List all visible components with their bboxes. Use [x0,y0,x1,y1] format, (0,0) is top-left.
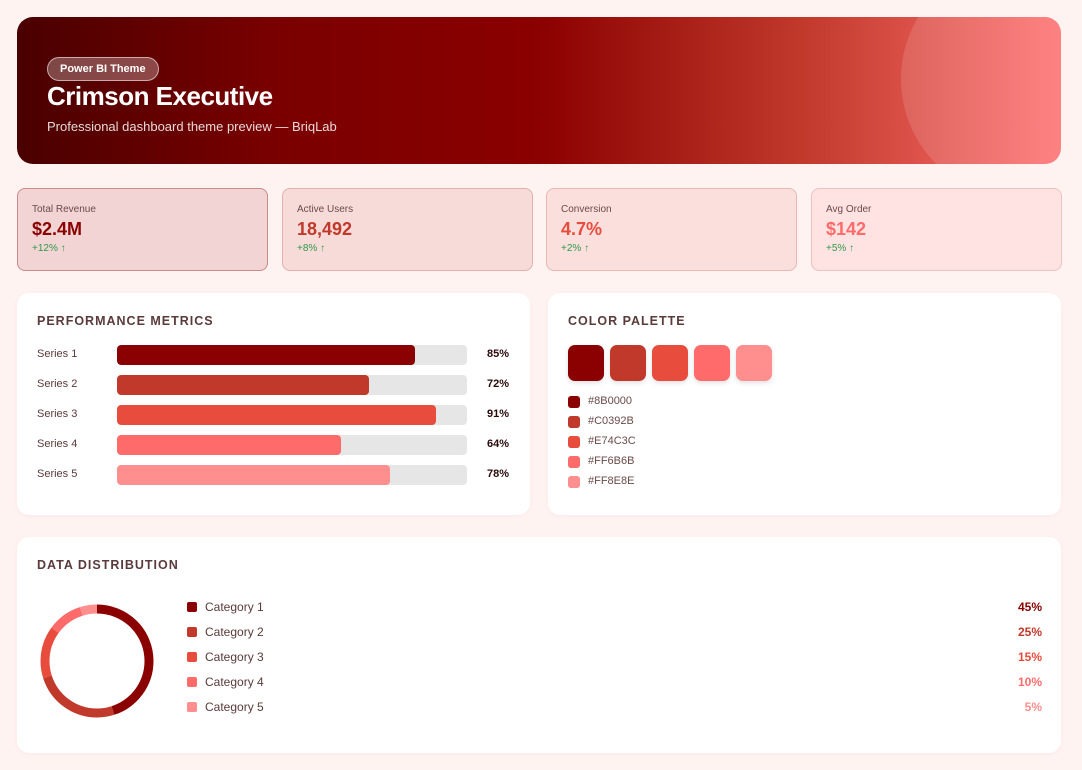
page-subtitle: Professional dashboard theme preview — B… [47,119,337,134]
bar-label: Series 1 [37,348,78,360]
card-title: COLOR PALETTE [568,314,686,328]
legend-color-dot [187,677,197,687]
legend-label: Category 1 [205,600,264,614]
bar-row-series-2[interactable]: Series 2 72% [37,375,512,395]
card-title: DATA DISTRIBUTION [37,558,179,572]
bar-value: 85% [486,348,509,360]
hex-code: #FF8E8E [588,475,635,487]
bar-fill [117,375,369,395]
kpi-delta: +5% ↑ [826,243,855,254]
bar-value: 64% [486,438,509,450]
legend-label: Category 4 [205,675,264,689]
bar-value: 72% [486,378,509,390]
bar-label: Series 2 [37,378,78,390]
legend-color-dot [187,602,197,612]
color-swatch[interactable] [610,345,646,381]
card-title: PERFORMANCE METRICS [37,314,214,328]
data-distribution-card: DATA DISTRIBUTION Category 1 45% Categor… [17,537,1061,753]
bar-track [117,375,467,395]
bar-track [117,405,467,425]
color-swatch[interactable] [736,345,772,381]
hex-code: #C0392B [588,415,634,427]
kpi-card-total-revenue[interactable]: Total Revenue $2.4M +12% ↑ [17,188,268,271]
hex-color-dot [568,476,580,488]
bar-track [117,345,467,365]
legend-row-category-3[interactable]: Category 3 15% [187,650,1042,665]
kpi-label: Active Users [297,204,354,215]
legend-row-category-2[interactable]: Category 2 25% [187,625,1042,640]
legend-value: 25% [1017,625,1042,639]
legend-row-category-4[interactable]: Category 4 10% [187,675,1042,690]
legend-value: 15% [1017,650,1042,664]
color-swatch[interactable] [694,345,730,381]
legend-label: Category 3 [205,650,264,664]
kpi-delta: +2% ↑ [561,243,590,254]
hex-color-dot [568,416,580,428]
bar-row-series-3[interactable]: Series 3 91% [37,405,512,425]
bar-label: Series 5 [37,468,78,480]
bar-row-series-1[interactable]: Series 1 85% [37,345,512,365]
kpi-value: $142 [826,219,867,239]
bar-fill [117,465,390,485]
bar-label: Series 3 [37,408,78,420]
hex-color-dot [568,456,580,468]
kpi-value: 18,492 [297,219,353,239]
kpi-delta: +8% ↑ [297,243,326,254]
bar-row-series-5[interactable]: Series 5 78% [37,465,512,485]
bar-fill [117,435,341,455]
bar-row-series-4[interactable]: Series 4 64% [37,435,512,455]
bar-track [117,465,467,485]
kpi-label: Avg Order [826,204,872,215]
kpi-value: 4.7% [561,219,603,239]
hex-color-dot [568,436,580,448]
legend-row-category-5[interactable]: Category 5 5% [187,700,1042,715]
hex-code: #FF6B6B [588,455,635,467]
legend-value: 10% [1017,675,1042,689]
kpi-value: $2.4M [32,219,83,239]
legend-color-dot [187,652,197,662]
hex-code: #E74C3C [588,435,636,447]
legend-label: Category 5 [205,700,264,714]
bar-track [117,435,467,455]
hero-banner: Power BI Theme Crimson Executive Profess… [17,17,1061,164]
bar-value: 78% [486,468,509,480]
donut-slice-category-2[interactable] [40,604,154,718]
bar-fill [117,405,436,425]
bar-fill [117,345,415,365]
bar-value: 91% [486,408,509,420]
kpi-label: Conversion [561,204,612,215]
kpi-card-avg-order[interactable]: Avg Order $142 +5% ↑ [811,188,1062,271]
donut-slice-category-5[interactable] [40,604,154,718]
legend-label: Category 2 [205,625,264,639]
kpi-label: Total Revenue [32,204,96,215]
legend-value: 5% [1024,700,1042,714]
kpi-card-conversion[interactable]: Conversion 4.7% +2% ↑ [546,188,797,271]
hex-color-dot [568,396,580,408]
theme-badge: Power BI Theme [47,57,159,81]
legend-color-dot [187,702,197,712]
kpi-delta: +12% ↑ [32,243,66,254]
donut-chart[interactable] [35,599,159,723]
color-palette-card: COLOR PALETTE #8B0000 #C0392B #E74C3C #F… [548,293,1061,515]
performance-metrics-card: PERFORMANCE METRICS Series 1 85% Series … [17,293,530,515]
legend-value: 45% [1017,600,1042,614]
color-swatch[interactable] [568,345,604,381]
bar-label: Series 4 [37,438,78,450]
kpi-card-active-users[interactable]: Active Users 18,492 +8% ↑ [282,188,533,271]
legend-color-dot [187,627,197,637]
legend-row-category-1[interactable]: Category 1 45% [187,600,1042,615]
hero-decorative-circle [901,17,1061,164]
color-swatch[interactable] [652,345,688,381]
donut-slice-category-3[interactable] [40,604,154,718]
page-title: Crimson Executive [47,81,273,111]
hex-code: #8B0000 [588,395,633,407]
